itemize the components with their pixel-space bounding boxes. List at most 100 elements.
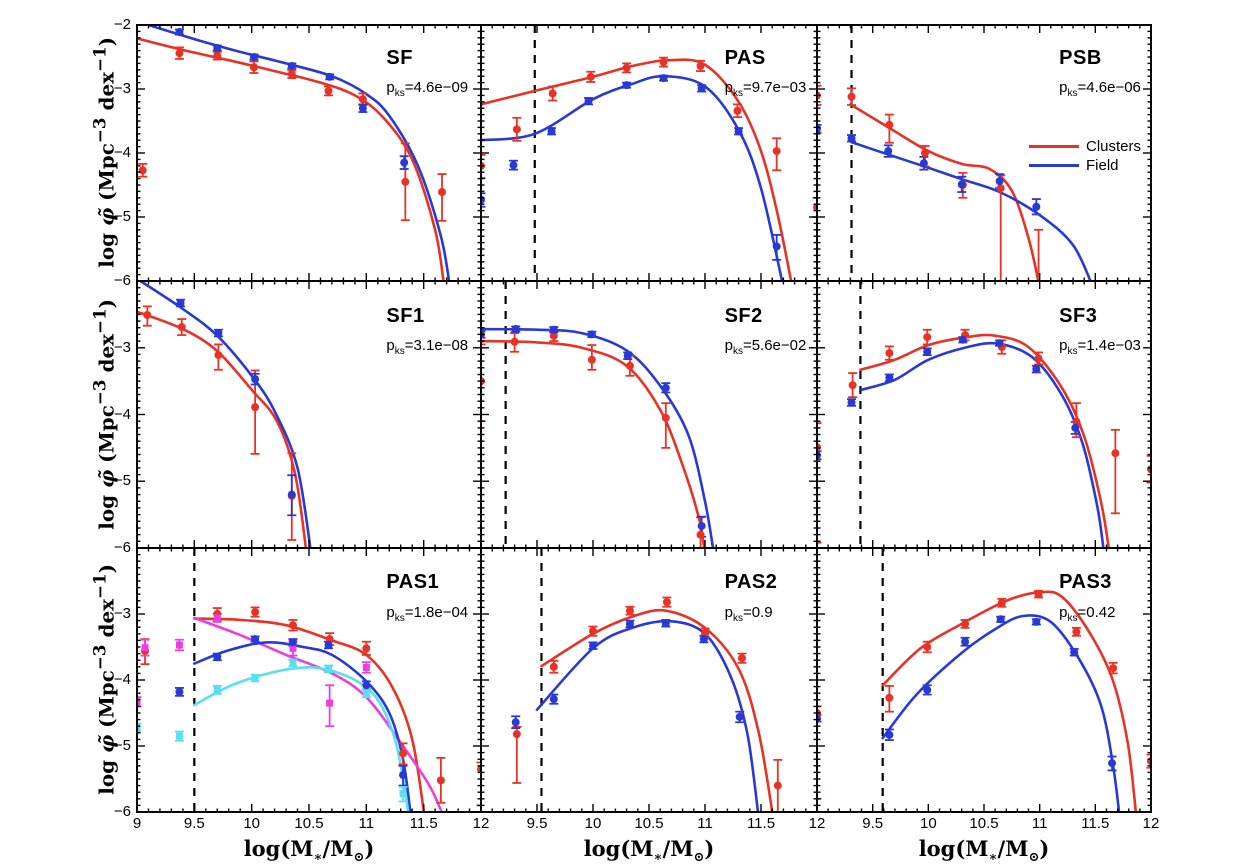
- field_alt-marker: [137, 724, 141, 732]
- clusters_alt-marker: [141, 644, 149, 652]
- field-marker: [847, 398, 856, 407]
- x-tick-label: 9.5: [526, 815, 548, 832]
- clusters-marker: [696, 530, 705, 539]
- field-marker: [995, 177, 1004, 186]
- field-marker: [213, 44, 222, 53]
- legend-label-field: Field: [1086, 157, 1119, 174]
- y-tick-label: −5: [113, 472, 131, 490]
- field-marker: [995, 339, 1004, 348]
- clusters-marker: [737, 654, 746, 663]
- y-tick-label: −5: [113, 737, 131, 754]
- panel-pks-sf3: pks=1.4e−03: [1059, 337, 1141, 358]
- panel-pas: [481, 25, 817, 281]
- field_alt-marker: [175, 732, 183, 740]
- panel-pks-sf2: pks=5.6e−02: [724, 337, 807, 358]
- x-axis-label: log(M∗/M⊙): [918, 836, 1050, 866]
- x-tick-label: 12: [472, 815, 490, 832]
- x-tick-label: 9.5: [862, 815, 884, 832]
- field-marker: [659, 74, 668, 83]
- x-tick-label: 11: [697, 815, 713, 832]
- clusters-marker: [512, 730, 521, 739]
- field-marker: [958, 335, 967, 344]
- field-marker: [287, 61, 296, 70]
- field-marker: [549, 695, 558, 704]
- panel-sf1: [137, 281, 312, 548]
- panel-pks-pas1: pks=1.8e−04: [386, 603, 469, 624]
- clusters-marker: [401, 177, 410, 186]
- clusters-marker: [923, 643, 932, 651]
- field-marker: [923, 347, 932, 356]
- clusters-marker: [733, 106, 742, 115]
- x-tick-label: 12: [1142, 815, 1160, 832]
- clusters-marker: [996, 184, 1005, 193]
- field-marker: [176, 299, 185, 308]
- field-curve: [881, 614, 1121, 812]
- x-tick-label: 10.5: [969, 815, 999, 832]
- y-tick-label: −3: [113, 338, 131, 356]
- field-marker: [697, 521, 706, 530]
- panel-pks-sf: pks=4.6e−09: [386, 78, 469, 99]
- x-tick-label: 10: [584, 815, 602, 832]
- clusters-marker: [249, 63, 258, 72]
- field-marker: [549, 325, 558, 334]
- field-marker: [697, 84, 706, 93]
- x-tick-label: 11: [1031, 815, 1048, 832]
- field-marker: [884, 147, 893, 156]
- clusters-curve: [881, 590, 1138, 812]
- panel-title-pas1: PAS1: [386, 571, 440, 594]
- clusters-marker: [885, 349, 894, 358]
- field-marker: [251, 635, 260, 644]
- y-tick-label: −5: [113, 208, 131, 225]
- clusters-marker: [175, 49, 184, 58]
- clusters_alt-marker: [137, 698, 141, 706]
- field-marker: [996, 615, 1005, 624]
- clusters-marker: [923, 333, 932, 342]
- clusters-marker: [214, 351, 223, 360]
- clusters-marker: [325, 635, 334, 644]
- field-marker: [847, 134, 856, 143]
- panel-pks-psb: pks=4.6e−06: [1059, 78, 1141, 99]
- clusters_alt-marker: [362, 663, 370, 671]
- field_alt-marker: [251, 674, 259, 682]
- field-marker: [589, 641, 597, 650]
- x-tick-label: 10: [919, 815, 937, 832]
- clusters-curve: [193, 617, 426, 812]
- clusters-marker: [997, 598, 1006, 607]
- field-marker: [1071, 423, 1080, 432]
- x-tick-label: 10.5: [294, 815, 324, 832]
- panel-pks-pas3: pks=0.42: [1059, 603, 1116, 624]
- field-curve: [860, 341, 1105, 548]
- field-marker: [251, 375, 260, 384]
- field-marker: [325, 72, 334, 81]
- clusters-marker: [138, 166, 147, 175]
- field-curve: [481, 327, 715, 548]
- clusters-marker: [358, 95, 367, 104]
- clusters-marker: [772, 147, 781, 156]
- clusters-marker: [662, 598, 671, 607]
- panel-title-pas2: PAS2: [724, 571, 778, 594]
- panel-title-sf: SF: [386, 47, 413, 70]
- legend-entry-clusters: Clusters: [1029, 138, 1141, 155]
- y-tick-label: −4: [113, 144, 131, 161]
- panel-sf3: [817, 281, 1151, 548]
- field-marker: [1032, 202, 1041, 211]
- clusters-marker: [548, 89, 557, 98]
- panel-psb: [817, 25, 1092, 281]
- field-marker: [587, 330, 596, 339]
- clusters_alt-marker: [289, 644, 297, 652]
- x-tick-label: 11.5: [409, 815, 438, 832]
- field-marker: [699, 635, 708, 644]
- y-tick-label: −2: [113, 16, 131, 33]
- clusters-marker: [399, 749, 408, 758]
- clusters-marker: [586, 72, 595, 81]
- x-tick-label: 12: [808, 815, 826, 832]
- panel-title-psb: PSB: [1059, 47, 1102, 70]
- panel-title-sf1: SF1: [386, 304, 425, 327]
- field-marker: [661, 383, 670, 392]
- y-tick-label: −6: [113, 803, 131, 820]
- clusters-marker: [324, 86, 333, 95]
- legend-entry-field: Field: [1029, 157, 1119, 174]
- field-marker: [584, 97, 593, 106]
- clusters-curve: [849, 103, 1040, 281]
